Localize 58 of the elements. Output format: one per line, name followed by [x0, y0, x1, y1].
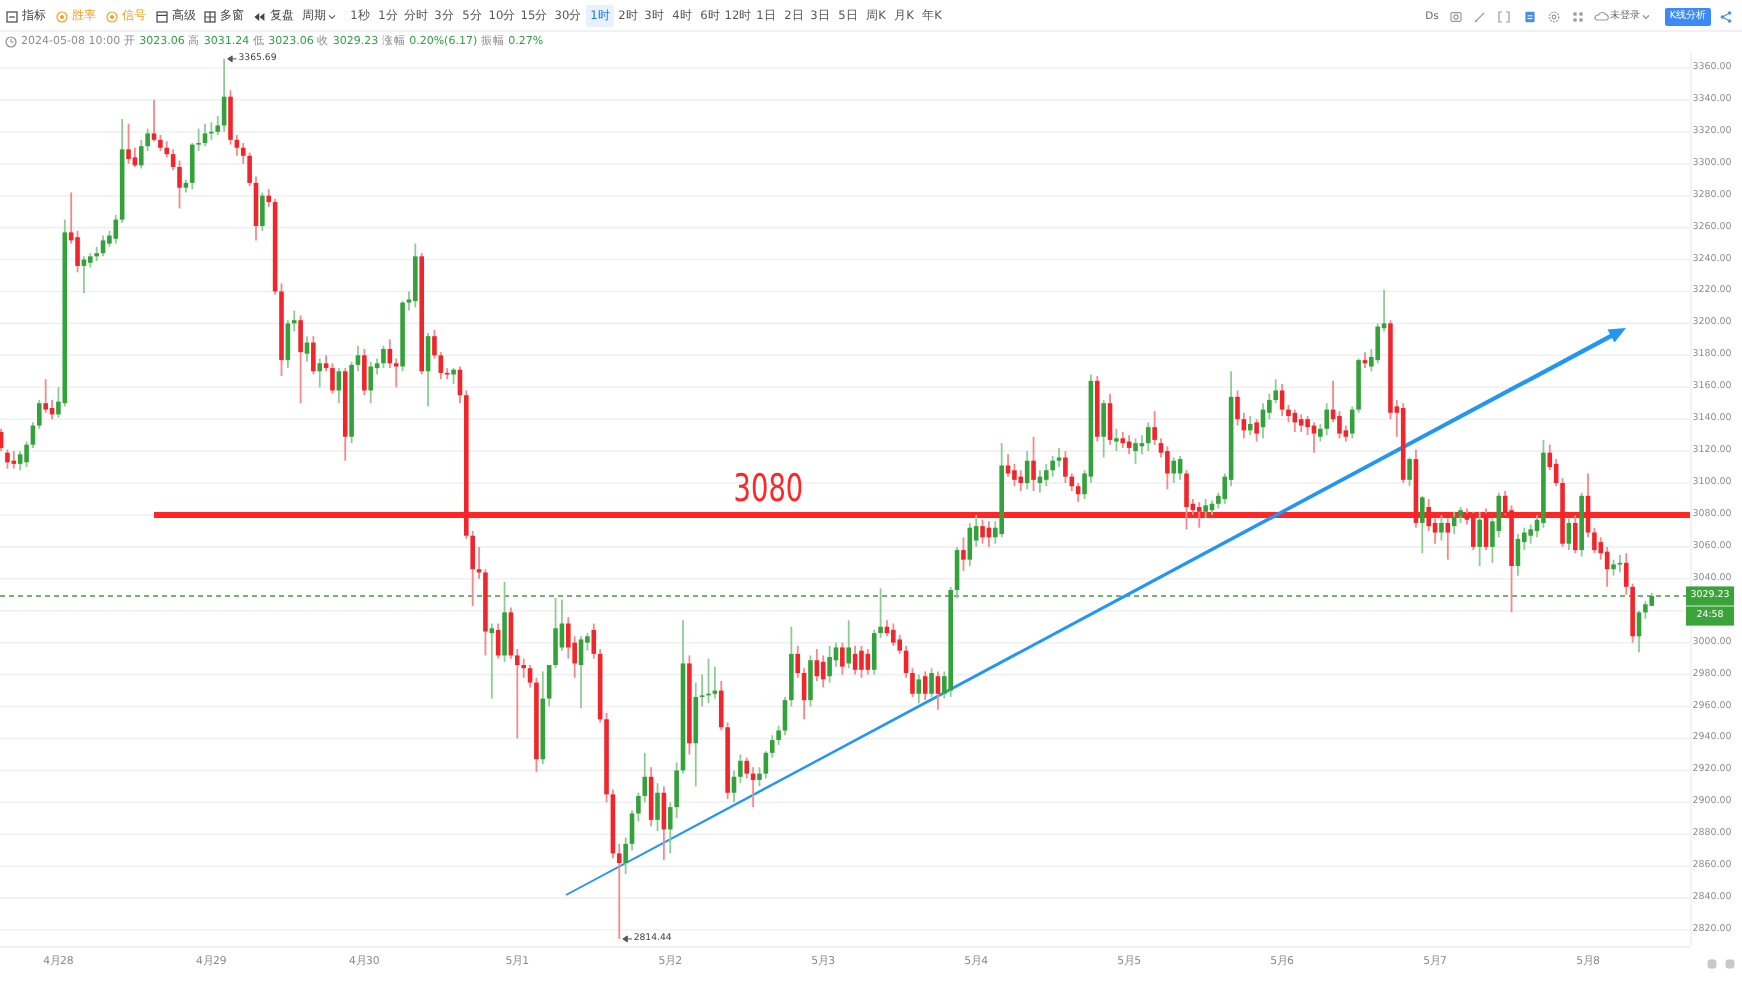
candlestick [1407, 456, 1412, 488]
candlestick [489, 622, 495, 700]
candlestick [1031, 435, 1036, 492]
candlestick [43, 378, 48, 414]
candlestick [980, 518, 985, 545]
candlestick [693, 681, 699, 788]
candlestick [1196, 501, 1202, 529]
candlestick [330, 362, 335, 395]
candlestick [1184, 469, 1189, 531]
candlestick [151, 98, 157, 143]
candlestick [1528, 523, 1533, 545]
candlestick [1012, 462, 1017, 488]
candlestick [1203, 498, 1208, 520]
candlestick [553, 597, 558, 670]
candlestick [298, 314, 303, 405]
candlestick [1133, 437, 1138, 465]
candlestick [362, 348, 367, 397]
candlestick [916, 673, 922, 705]
candlestick [859, 644, 864, 679]
candlestick [1471, 510, 1476, 551]
candlestick [1114, 427, 1119, 453]
candlestick [260, 191, 265, 232]
candlestick [1018, 469, 1024, 492]
candlestick [1063, 450, 1068, 484]
candlestick [1324, 402, 1330, 437]
candlestick [1043, 462, 1049, 488]
candlestick [126, 122, 131, 165]
candlestick [1572, 514, 1578, 555]
candlestick [655, 782, 660, 832]
candlestick [827, 644, 832, 684]
candlestick [202, 122, 208, 148]
candlestick [1171, 456, 1177, 484]
candlestick [311, 335, 316, 376]
candlestick [1254, 418, 1259, 443]
candlestick [368, 360, 374, 405]
candlestick [1101, 399, 1106, 459]
candlestick [1247, 415, 1253, 437]
candlestick [317, 357, 323, 389]
candlestick [1439, 514, 1444, 542]
candlestick [840, 641, 845, 676]
candlestick [808, 654, 813, 708]
candlestick [17, 450, 23, 472]
candlestick [5, 448, 10, 470]
candlestick [891, 622, 896, 647]
candlestick [929, 667, 934, 698]
candlestick [1279, 383, 1285, 417]
candlestick [1050, 455, 1055, 478]
candlestick [1445, 517, 1451, 561]
candlestick [1145, 421, 1151, 453]
candlestick [1165, 445, 1170, 491]
candlestick [1420, 494, 1425, 555]
candlestick [961, 536, 966, 572]
candlestick [413, 242, 418, 309]
candlestick [381, 344, 386, 369]
series-label: 3080 [733, 466, 831, 511]
candlestick [820, 654, 826, 689]
candlestick [846, 619, 852, 670]
candlestick [1477, 510, 1482, 567]
